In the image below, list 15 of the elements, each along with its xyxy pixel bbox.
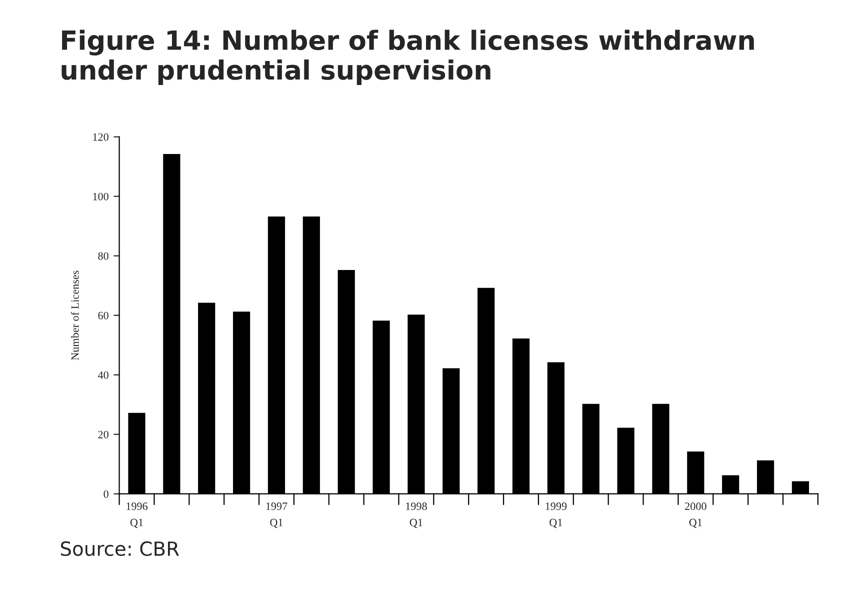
y-axis-title: Number of Licenses — [70, 270, 79, 360]
x-tick-label: 1996 Q1 — [126, 502, 148, 528]
source-note: Source: CBR — [60, 541, 180, 556]
y-tick-label: 80 — [98, 252, 108, 260]
chart-title: Figure 14: Number of bank licenses withdrawn under prudential supervision — [62, 30, 754, 86]
x-tick-label: 1998 Q1 — [406, 502, 427, 528]
x-tick-label: 2000 Q1 — [685, 502, 706, 528]
y-tick-label: 0 — [104, 490, 108, 498]
y-tick-label: 20 — [98, 430, 108, 438]
y-tick-label: 100 — [93, 192, 108, 200]
y-tick-label: 40 — [98, 371, 108, 379]
x-tick-label: 1997 Q1 — [266, 502, 288, 528]
y-tick-label: 60 — [98, 312, 108, 320]
y-tick-label: 120 — [93, 133, 108, 141]
x-tick-label: 1999 Q1 — [546, 502, 567, 528]
